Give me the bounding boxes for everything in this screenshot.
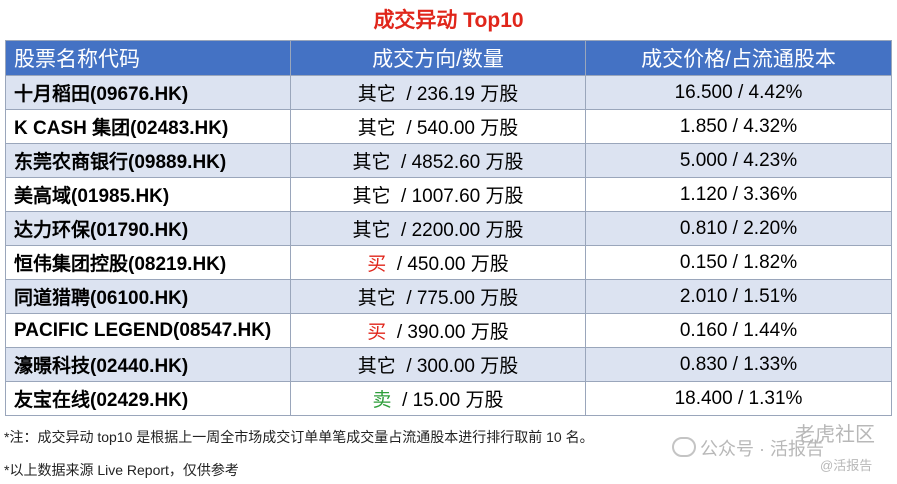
stock-name-cell: PACIFIC LEGEND(08547.HK) bbox=[5, 313, 291, 348]
stock-name-cell: 十月稻田(09676.HK) bbox=[5, 75, 291, 110]
stock-name-cell: 濠暻科技(02440.HK) bbox=[5, 347, 291, 382]
direction-label: 其它 bbox=[357, 288, 396, 309]
direction-label: 买 bbox=[367, 254, 387, 275]
price-ratio-cell: 5.000 / 4.23% bbox=[585, 143, 892, 178]
direction-label: 买 bbox=[367, 322, 387, 343]
direction-quantity-cell: 其它 / 1007.60 万股 bbox=[290, 177, 586, 212]
table-row: K CASH 集团(02483.HK) 其它 / 540.00 万股 1.850 /… bbox=[5, 109, 892, 144]
quantity-value: / 450.00 万股 bbox=[396, 254, 509, 275]
table-row: PACIFIC LEGEND(08547.HK) 买 / 390.00 万股 0.1… bbox=[5, 313, 892, 348]
header-price-ratio: 成交价格/占流通股本 bbox=[585, 40, 892, 76]
direction-quantity-cell: 其它 / 236.19 万股 bbox=[290, 75, 586, 110]
direction-label: 其它 bbox=[352, 152, 391, 173]
direction-quantity-cell: 其它 / 4852.60 万股 bbox=[290, 143, 586, 178]
stock-name-cell: 东莞农商银行(09889.HK) bbox=[5, 143, 291, 178]
stock-name-cell: 同道猎聘(06100.HK) bbox=[5, 279, 291, 314]
wechat-icon bbox=[672, 437, 696, 457]
direction-label: 其它 bbox=[352, 220, 391, 241]
site-watermark: 老虎社区 bbox=[795, 424, 875, 446]
table-row: 同道猎聘(06100.HK) 其它 / 775.00 万股 2.010 / 1.51… bbox=[5, 279, 892, 314]
direction-label: 其它 bbox=[352, 186, 391, 207]
price-ratio-cell: 1.120 / 3.36% bbox=[585, 177, 892, 212]
table-row: 友宝在线(02429.HK) 卖 / 15.00 万股 18.400 / 1.31% bbox=[5, 381, 892, 416]
wechat-watermark-text: 公众号 · 活报告 bbox=[700, 439, 824, 459]
quantity-value: / 1007.60 万股 bbox=[401, 186, 524, 207]
quantity-value: / 300.00 万股 bbox=[406, 356, 519, 377]
stock-name-cell: 恒伟集团控股(08219.HK) bbox=[5, 245, 291, 280]
quantity-value: / 775.00 万股 bbox=[406, 288, 519, 309]
quantity-value: / 236.19 万股 bbox=[406, 84, 519, 105]
direction-quantity-cell: 其它 / 2200.00 万股 bbox=[290, 211, 586, 246]
price-ratio-cell: 0.150 / 1.82% bbox=[585, 245, 892, 280]
report-title: 成交异动 Top10 bbox=[373, 9, 524, 32]
direction-quantity-cell: 其它 / 775.00 万股 bbox=[290, 279, 586, 314]
stock-name-cell: 友宝在线(02429.HK) bbox=[5, 381, 291, 416]
direction-label: 其它 bbox=[357, 84, 396, 105]
handle-watermark: @活报告 bbox=[820, 458, 873, 473]
price-ratio-cell: 1.850 / 4.32% bbox=[585, 109, 892, 144]
price-ratio-cell: 0.810 / 2.20% bbox=[585, 211, 892, 246]
direction-quantity-cell: 买 / 390.00 万股 bbox=[290, 313, 586, 348]
direction-label: 其它 bbox=[357, 118, 396, 139]
table-row: 达力环保(01790.HK) 其它 / 2200.00 万股 0.810 / 2.2… bbox=[5, 211, 892, 246]
note-methodology: *注：成交异动 top10 是根据上一周全市场成交订单单笔成交量占流通股本进行排… bbox=[4, 429, 594, 445]
price-ratio-cell: 0.830 / 1.33% bbox=[585, 347, 892, 382]
table-row: 恒伟集团控股(08219.HK) 买 / 450.00 万股 0.150 / 1.8… bbox=[5, 245, 892, 280]
wechat-watermark: 公众号 · 活报告 bbox=[672, 437, 824, 459]
direction-quantity-cell: 卖 / 15.00 万股 bbox=[290, 381, 586, 416]
direction-quantity-cell: 其它 / 300.00 万股 bbox=[290, 347, 586, 382]
direction-label: 卖 bbox=[372, 390, 392, 411]
note-source: *以上数据来源 Live Report，仅供参考 bbox=[4, 462, 239, 478]
price-ratio-cell: 18.400 / 1.31% bbox=[585, 381, 892, 416]
header-stock-name: 股票名称代码 bbox=[5, 40, 291, 76]
direction-label: 其它 bbox=[357, 356, 396, 377]
price-ratio-cell: 16.500 / 4.42% bbox=[585, 75, 892, 110]
quantity-value: / 2200.00 万股 bbox=[401, 220, 524, 241]
stock-name-cell: K CASH 集团(02483.HK) bbox=[5, 109, 291, 144]
table-header-row: 股票名称代码 成交方向/数量 成交价格/占流通股本 bbox=[5, 40, 892, 76]
direction-quantity-cell: 其它 / 540.00 万股 bbox=[290, 109, 586, 144]
price-ratio-cell: 0.160 / 1.44% bbox=[585, 313, 892, 348]
quantity-value: / 540.00 万股 bbox=[406, 118, 519, 139]
quantity-value: / 390.00 万股 bbox=[396, 322, 509, 343]
quantity-value: / 15.00 万股 bbox=[402, 390, 504, 411]
header-direction-quantity: 成交方向/数量 bbox=[290, 40, 586, 76]
price-ratio-cell: 2.010 / 1.51% bbox=[585, 279, 892, 314]
table-row: 濠暻科技(02440.HK) 其它 / 300.00 万股 0.830 / 1.33… bbox=[5, 347, 892, 382]
table-row: 十月稻田(09676.HK) 其它 / 236.19 万股 16.500 / 4.4… bbox=[5, 75, 892, 110]
stock-name-cell: 达力环保(01790.HK) bbox=[5, 211, 291, 246]
quantity-value: / 4852.60 万股 bbox=[401, 152, 524, 173]
stock-name-cell: 美高域(01985.HK) bbox=[5, 177, 291, 212]
trade-table: 股票名称代码 成交方向/数量 成交价格/占流通股本 十月稻田(09676.HK)… bbox=[5, 40, 892, 416]
table-row: 美高域(01985.HK) 其它 / 1007.60 万股 1.120 / 3.36… bbox=[5, 177, 892, 212]
direction-quantity-cell: 买 / 450.00 万股 bbox=[290, 245, 586, 280]
table-row: 东莞农商银行(09889.HK) 其它 / 4852.60 万股 5.000 / 4… bbox=[5, 143, 892, 178]
